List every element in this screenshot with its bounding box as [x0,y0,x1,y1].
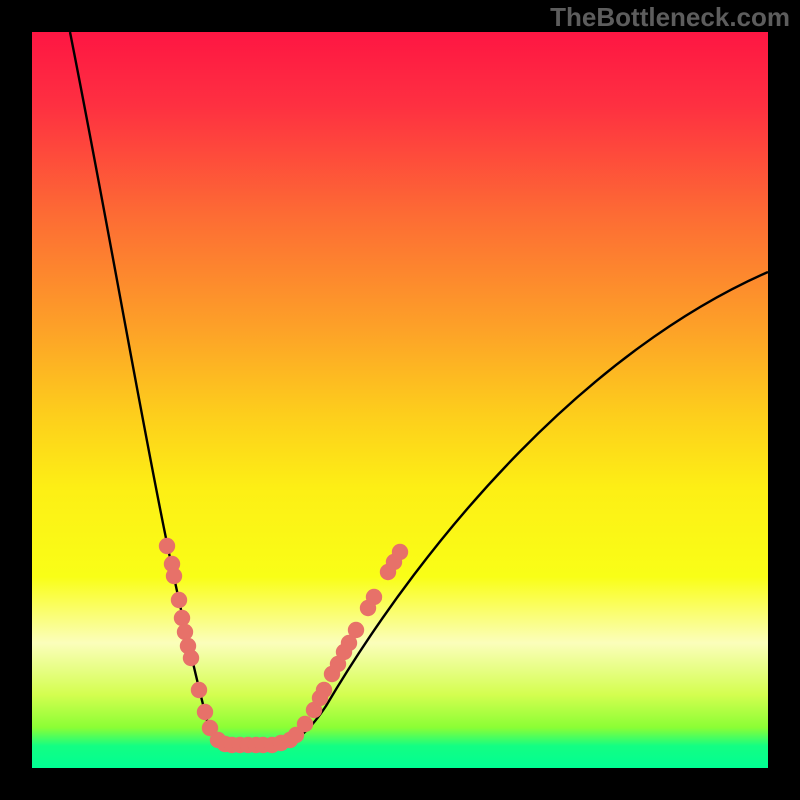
data-marker [166,568,182,584]
data-marker [191,682,207,698]
watermark-text: TheBottleneck.com [550,2,790,33]
data-marker [159,538,175,554]
data-marker [348,622,364,638]
data-marker [316,682,332,698]
data-marker [366,589,382,605]
data-marker [297,716,313,732]
data-marker [197,704,213,720]
chart-svg [0,0,800,800]
data-marker [183,650,199,666]
bottleneck-curve [70,32,768,743]
data-marker [174,610,190,626]
data-marker [177,624,193,640]
data-marker [171,592,187,608]
chart-container: TheBottleneck.com [0,0,800,800]
data-marker [392,544,408,560]
